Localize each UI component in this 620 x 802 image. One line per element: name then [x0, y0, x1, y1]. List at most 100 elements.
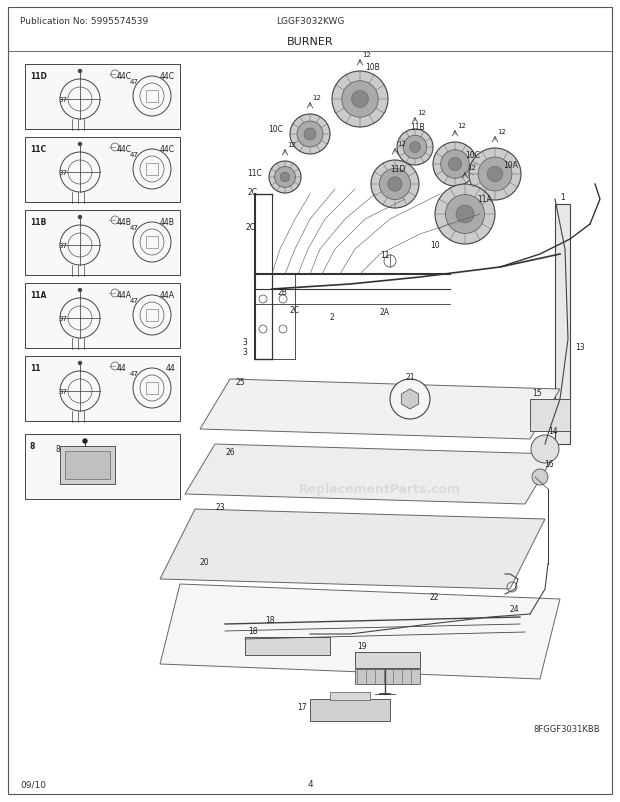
Text: 11B: 11B	[30, 217, 46, 227]
Text: 18: 18	[265, 615, 275, 624]
Text: 44: 44	[166, 363, 175, 373]
Circle shape	[79, 362, 81, 365]
Text: 44C: 44C	[117, 145, 132, 154]
Text: 23: 23	[215, 502, 224, 512]
Circle shape	[532, 469, 548, 485]
Text: 12: 12	[417, 110, 426, 115]
Text: 11C: 11C	[30, 145, 46, 154]
Text: 44B: 44B	[117, 217, 132, 227]
Circle shape	[79, 290, 81, 292]
Circle shape	[531, 435, 559, 464]
Text: 10: 10	[430, 241, 440, 249]
Circle shape	[469, 149, 521, 200]
Circle shape	[79, 144, 81, 146]
Text: 11: 11	[380, 251, 389, 260]
Text: 12: 12	[362, 52, 371, 58]
Text: 09/10: 09/10	[20, 780, 46, 788]
Bar	[146, 237, 158, 249]
Text: 47: 47	[130, 225, 139, 231]
Text: 11: 11	[30, 363, 40, 373]
Bar	[25, 65, 180, 130]
Text: 3: 3	[242, 347, 247, 357]
Text: 17: 17	[297, 702, 307, 711]
Bar	[60, 447, 115, 484]
Text: 22: 22	[430, 592, 440, 602]
Circle shape	[290, 115, 330, 155]
Bar	[25, 435, 180, 500]
Polygon shape	[200, 379, 560, 439]
Circle shape	[403, 136, 427, 160]
Text: 12: 12	[287, 142, 296, 148]
Text: Publication No: 5995574539: Publication No: 5995574539	[20, 18, 148, 26]
Bar	[355, 652, 420, 668]
Text: 10B: 10B	[365, 63, 379, 72]
Text: 2C: 2C	[245, 223, 255, 232]
Bar	[25, 138, 180, 203]
Polygon shape	[185, 444, 555, 504]
Text: 8FGGF3031KBB: 8FGGF3031KBB	[533, 724, 600, 734]
Text: 4: 4	[307, 780, 313, 788]
Circle shape	[297, 122, 323, 148]
Text: 2: 2	[330, 313, 335, 322]
Text: 11D: 11D	[30, 72, 47, 81]
Circle shape	[379, 169, 410, 200]
Circle shape	[448, 158, 462, 172]
Text: 8: 8	[55, 444, 60, 453]
Text: 13: 13	[575, 342, 585, 351]
Bar	[146, 91, 158, 103]
Text: 15: 15	[532, 388, 542, 398]
Bar	[330, 692, 370, 700]
Circle shape	[332, 72, 388, 128]
Circle shape	[456, 206, 474, 224]
Bar	[310, 699, 390, 721]
Text: LGGF3032KWG: LGGF3032KWG	[276, 18, 344, 26]
Circle shape	[83, 439, 87, 444]
Circle shape	[304, 129, 316, 141]
Circle shape	[275, 168, 295, 188]
Text: 12: 12	[397, 141, 406, 147]
Text: 44C: 44C	[160, 72, 175, 81]
Circle shape	[79, 217, 81, 219]
Text: 12: 12	[312, 95, 321, 101]
Text: 10C: 10C	[465, 150, 480, 160]
Polygon shape	[555, 205, 570, 444]
Bar	[65, 452, 110, 480]
Text: 37: 37	[58, 316, 67, 322]
Text: 37: 37	[58, 97, 67, 103]
Polygon shape	[160, 509, 545, 589]
Circle shape	[280, 173, 290, 183]
Bar	[355, 669, 420, 684]
Bar	[146, 164, 158, 176]
Text: 37: 37	[58, 170, 67, 176]
Text: BURNER: BURNER	[286, 37, 334, 47]
Text: 20: 20	[200, 557, 210, 566]
Bar	[530, 399, 570, 431]
Text: 26: 26	[225, 448, 234, 456]
Text: 11C: 11C	[247, 168, 262, 177]
Text: 44B: 44B	[160, 217, 175, 227]
Text: 2B: 2B	[277, 288, 287, 297]
Text: 11D: 11D	[390, 165, 405, 174]
Text: 11A: 11A	[30, 290, 46, 300]
Text: 47: 47	[130, 79, 139, 85]
Text: 37: 37	[58, 388, 67, 395]
Circle shape	[390, 379, 430, 419]
Text: 44C: 44C	[160, 145, 175, 154]
Circle shape	[371, 160, 419, 209]
Text: 12: 12	[467, 164, 476, 171]
Text: 24: 24	[510, 604, 520, 614]
Text: 1: 1	[560, 192, 565, 202]
Text: 2C: 2C	[290, 306, 300, 314]
Text: 44A: 44A	[160, 290, 175, 300]
Text: 11B: 11B	[410, 124, 425, 132]
Text: 2C: 2C	[247, 188, 257, 196]
Circle shape	[410, 143, 420, 153]
Text: 12: 12	[497, 129, 506, 135]
Text: 44A: 44A	[117, 290, 132, 300]
Text: 19: 19	[357, 642, 366, 650]
Text: 3: 3	[242, 338, 247, 346]
Text: 14: 14	[548, 427, 557, 435]
Text: 47: 47	[130, 371, 139, 376]
Polygon shape	[160, 585, 560, 679]
Circle shape	[435, 184, 495, 245]
